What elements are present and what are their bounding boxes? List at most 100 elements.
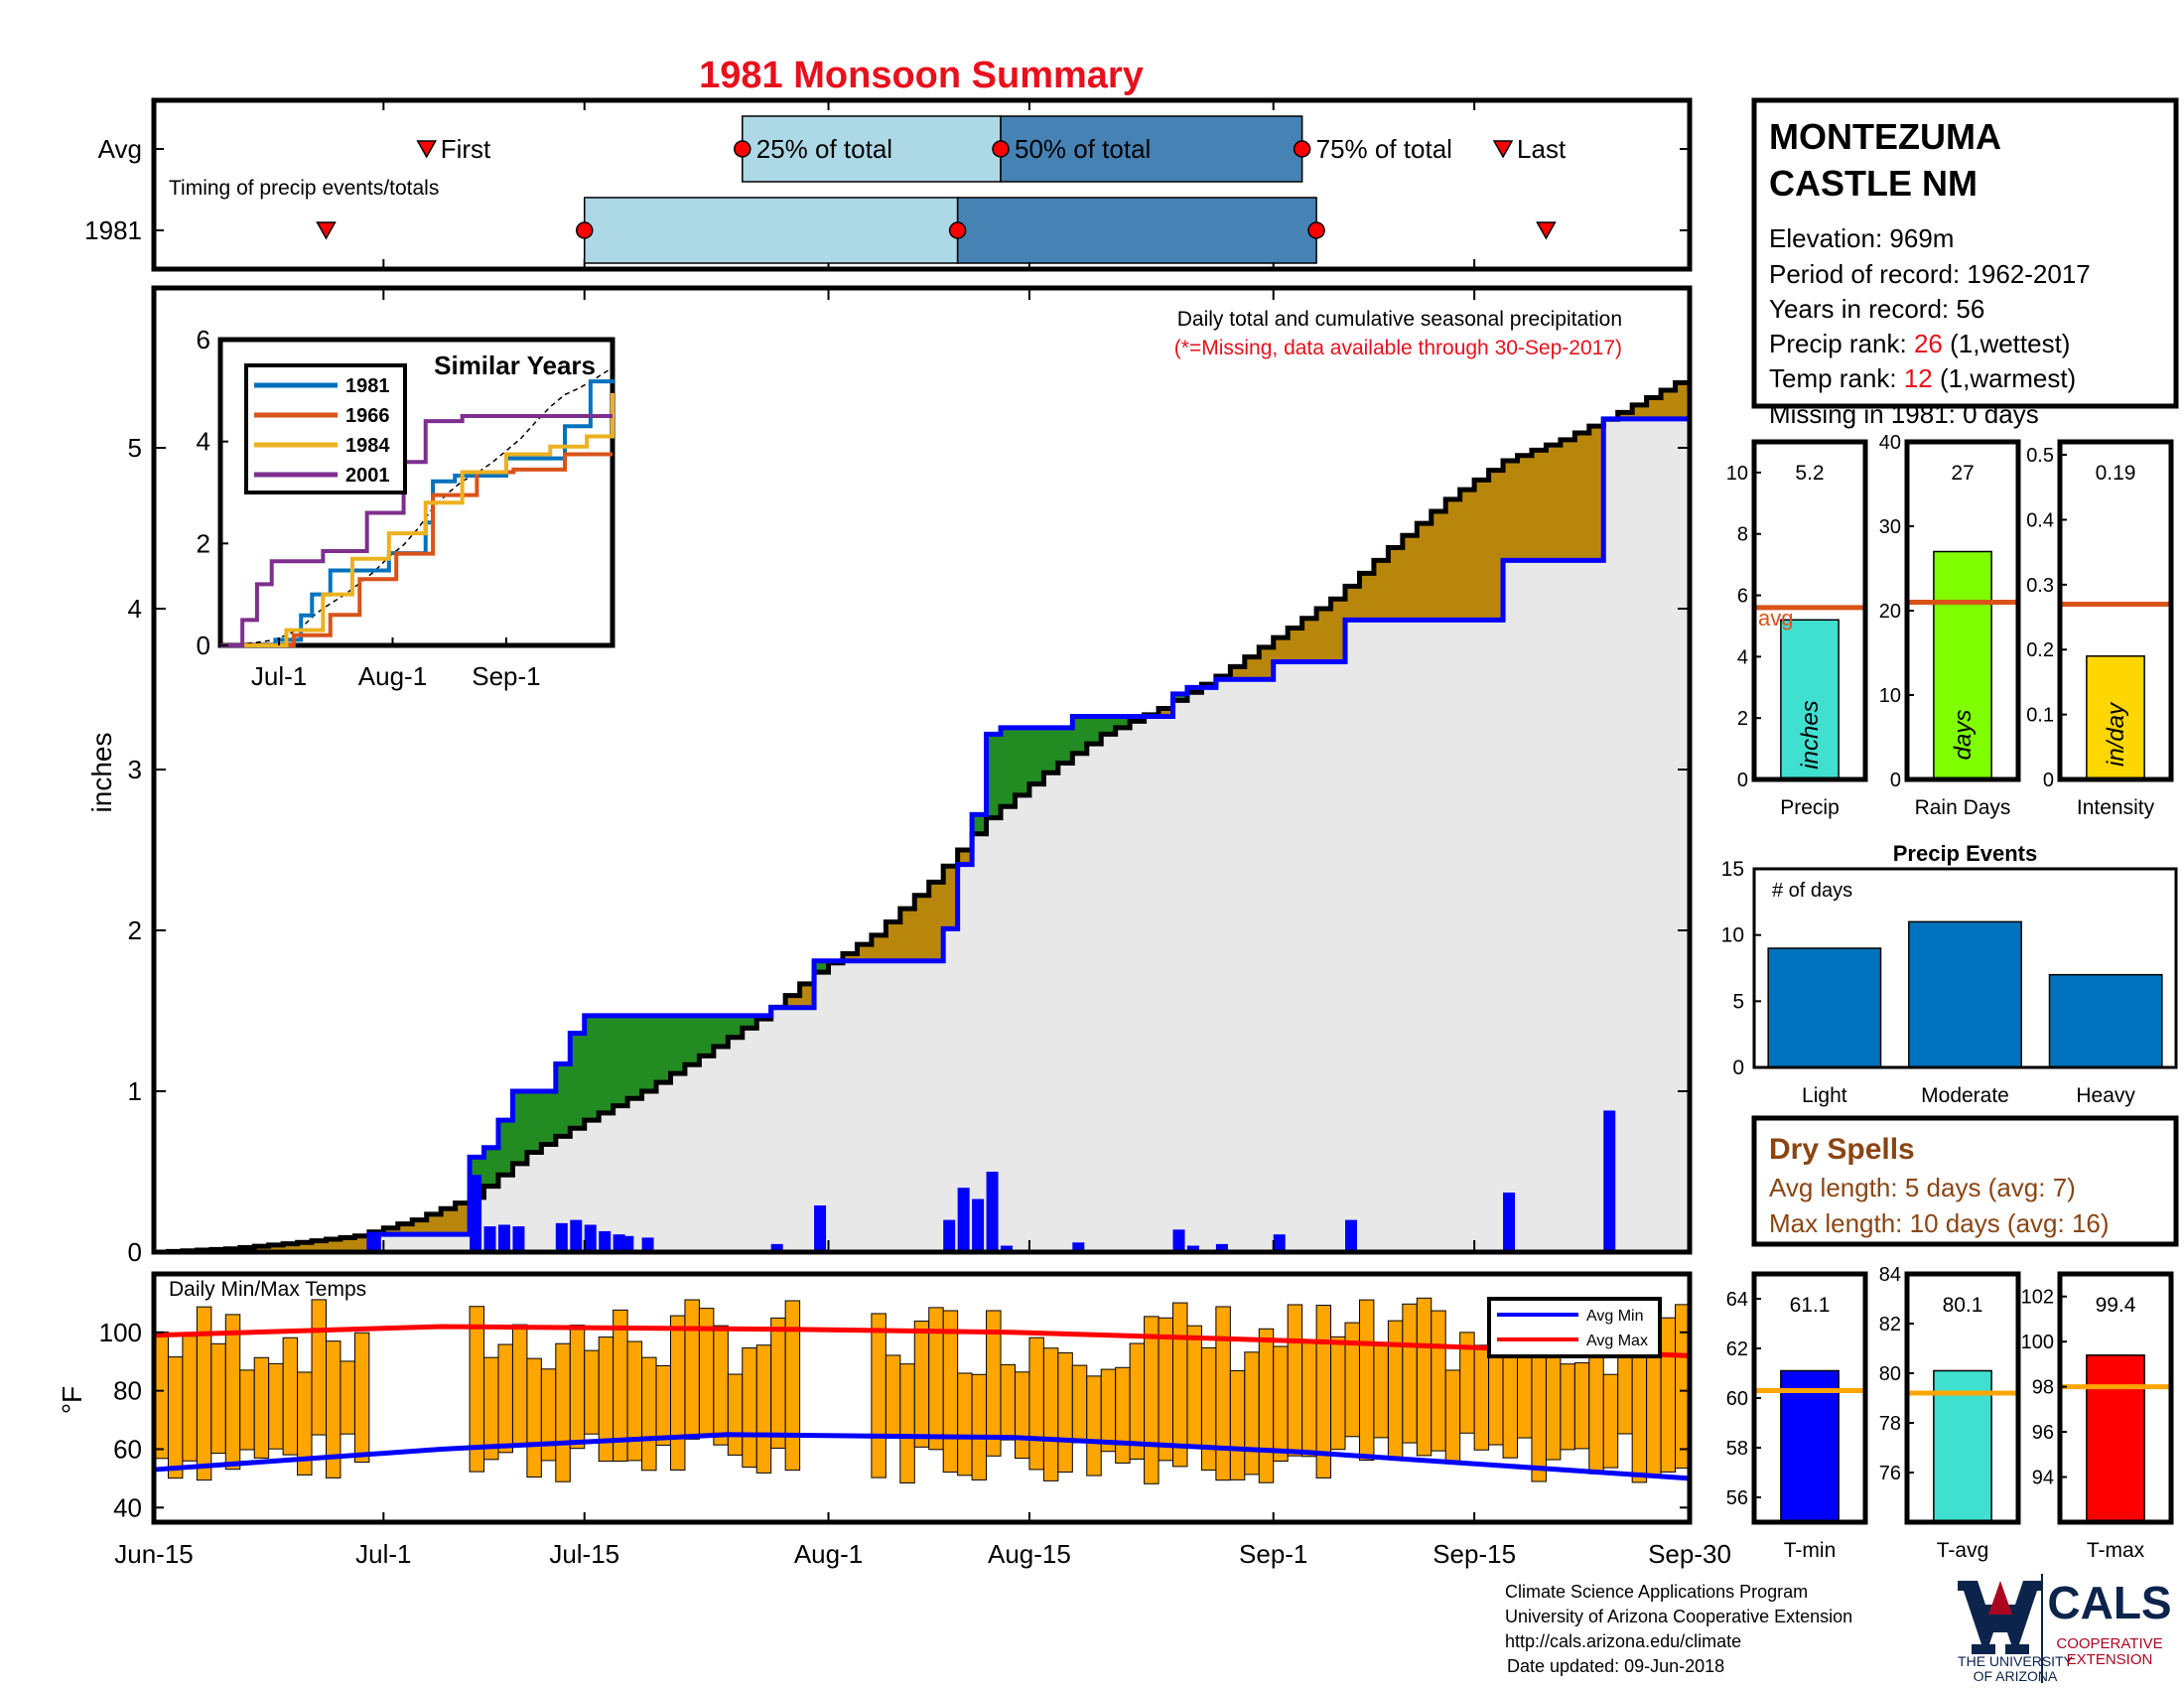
- small-ytick-label: 2: [1737, 708, 1748, 730]
- cumulative-base-fill: [1273, 661, 1289, 1252]
- temp-range-bar: [340, 1360, 355, 1435]
- x-tick-label: Sep-30: [1648, 1539, 1731, 1569]
- small-value-label-tavg: 80.1: [1943, 1294, 1983, 1317]
- temp-range-bar: [1244, 1351, 1260, 1476]
- cumulative-base-fill: [1632, 418, 1648, 1253]
- small-ytick-label: 30: [1879, 516, 1901, 538]
- timing-row-label: 1981: [84, 215, 142, 245]
- cumulative-base-fill: [1531, 560, 1547, 1252]
- temp-range-bar: [555, 1342, 571, 1482]
- below-avg-fill: [297, 1242, 313, 1252]
- inset-ytick-label: 2: [197, 528, 210, 558]
- cumulative-base-fill: [899, 960, 915, 1252]
- below-avg-fill: [1301, 618, 1317, 662]
- small-ytick-label: 100: [2021, 1332, 2054, 1353]
- cumulative-base-fill: [1345, 620, 1360, 1252]
- cumulative-base-fill: [1373, 620, 1389, 1252]
- cumulative-base-fill: [412, 1234, 428, 1252]
- below-avg-fill: [1445, 498, 1461, 621]
- small-ytick-label: 8: [1737, 524, 1748, 546]
- station-info-box: MONTEZUMA CASTLE NM Elevation: 969m Peri…: [1751, 97, 2179, 409]
- events-frame: [1752, 867, 2178, 1069]
- observed-cumulative-line: [154, 412, 1693, 1255]
- temp-range-bar: [1042, 1347, 1059, 1481]
- temp-range-bar: [669, 1315, 686, 1471]
- below-avg-fill: [857, 944, 873, 961]
- daily-precip-bar: [1603, 1110, 1616, 1252]
- temp-range-bar: [239, 1369, 255, 1451]
- cumulative-base-fill: [957, 864, 973, 1252]
- small-bar-tmin: [1780, 1369, 1840, 1523]
- below-avg-fill: [943, 866, 959, 929]
- cumulative-base-fill: [1574, 560, 1590, 1252]
- temp-range-bar: [1273, 1345, 1289, 1462]
- temps-frame: [151, 1271, 1693, 1525]
- inset-series-1984: [220, 392, 614, 647]
- timing-row-label: Avg: [98, 134, 142, 164]
- cumulative-base-fill: [1288, 661, 1303, 1252]
- cumulative-base-fill: [1172, 700, 1188, 1252]
- cumulative-base-fill: [799, 1007, 815, 1252]
- timing-bar-q25-q50: [583, 197, 959, 264]
- temp-range-bar: [1444, 1369, 1461, 1462]
- inset-legend-label: 1981: [345, 375, 390, 397]
- small-ytick-label: 62: [1726, 1338, 1748, 1360]
- footer-line3: http://cals.arizona.edu/climate: [1505, 1631, 1741, 1651]
- timing-bar-q25-q50: [742, 115, 1002, 183]
- temps-legend: Avg Min Avg Max: [1487, 1297, 1662, 1358]
- cumulative-base-fill: [627, 1098, 643, 1252]
- timing-last-label: Last: [1517, 134, 1567, 164]
- temp-range-bar: [1344, 1322, 1360, 1438]
- cumulative-base-fill: [886, 960, 901, 1252]
- small-ytick-label: 76: [1879, 1463, 1901, 1484]
- temps-ytick-label: 40: [113, 1492, 142, 1522]
- cumulative-base-fill: [1259, 679, 1275, 1252]
- footer-line1: Climate Science Applications Program: [1505, 1582, 1808, 1602]
- temp-range-bar: [1186, 1325, 1202, 1448]
- above-avg-fill: [1115, 716, 1131, 728]
- temp-range-bar: [569, 1325, 586, 1450]
- cumulative-base-fill: [1661, 418, 1677, 1253]
- below-avg-fill: [326, 1239, 341, 1252]
- cumulative-base-fill: [928, 960, 944, 1252]
- temp-range-bar: [899, 1363, 915, 1483]
- temps-panel: 40 60 80 100: [99, 1271, 1693, 1525]
- temp-range-bar: [684, 1299, 700, 1440]
- cumulative-base-fill: [1159, 716, 1174, 1252]
- cumulative-base-fill: [1417, 620, 1433, 1252]
- cumulative-base-fill: [584, 1120, 600, 1252]
- legend-avg-min: Avg Min: [1586, 1308, 1644, 1325]
- cumulative-base-fill: [842, 960, 858, 1252]
- small-ytick-label: 84: [1879, 1264, 1901, 1286]
- above-avg-fill: [1101, 716, 1117, 735]
- temp-range-bar: [1502, 1340, 1519, 1459]
- cumulative-base-fill: [1215, 679, 1231, 1252]
- small-ytick-label: 0.5: [2026, 445, 2054, 467]
- cumulative-base-fill: [1115, 727, 1131, 1252]
- below-avg-fill: [1546, 445, 1562, 561]
- inset-legend-label: 1966: [345, 405, 390, 427]
- below-avg-fill: [1588, 426, 1604, 561]
- temp-range-bar: [713, 1325, 729, 1446]
- x-tick-label: Sep-15: [1433, 1539, 1516, 1569]
- temp-range-bar: [942, 1310, 959, 1474]
- below-avg-fill: [785, 995, 801, 1008]
- below-avg-fill: [340, 1237, 355, 1252]
- small-ytick-label: 0.2: [2026, 639, 2054, 661]
- daily-precip-bar: [770, 1243, 783, 1252]
- ua-logo-line1: THE UNIVERSITY: [1958, 1653, 2074, 1669]
- cumulative-base-fill: [1517, 560, 1533, 1252]
- small-ytick-label: 6: [1737, 586, 1748, 608]
- below-avg-fill: [1531, 450, 1547, 561]
- avg-cumulative-line: [154, 375, 1693, 1255]
- temp-range-bar: [885, 1354, 901, 1438]
- main-heading: Daily total and cumulative seasonal prec…: [1177, 308, 1622, 331]
- below-avg-fill: [1459, 490, 1475, 621]
- small-ytick-label: 0.4: [2026, 509, 2054, 531]
- x-tick-labels: Jun-15 Jul-1 Jul-15 Aug-1 Aug-15 Sep-1 Sep-15 S…: [114, 1539, 1731, 1569]
- dry-spells-max: Max length: 10 days (avg: 16): [1769, 1208, 2110, 1238]
- below-avg-fill: [1560, 439, 1575, 561]
- inset-ytick-label: 0: [197, 631, 210, 660]
- daily-precip-bar: [555, 1222, 568, 1252]
- station-temp-rank: Temp rank: 12 (1,warmest): [1769, 363, 2076, 393]
